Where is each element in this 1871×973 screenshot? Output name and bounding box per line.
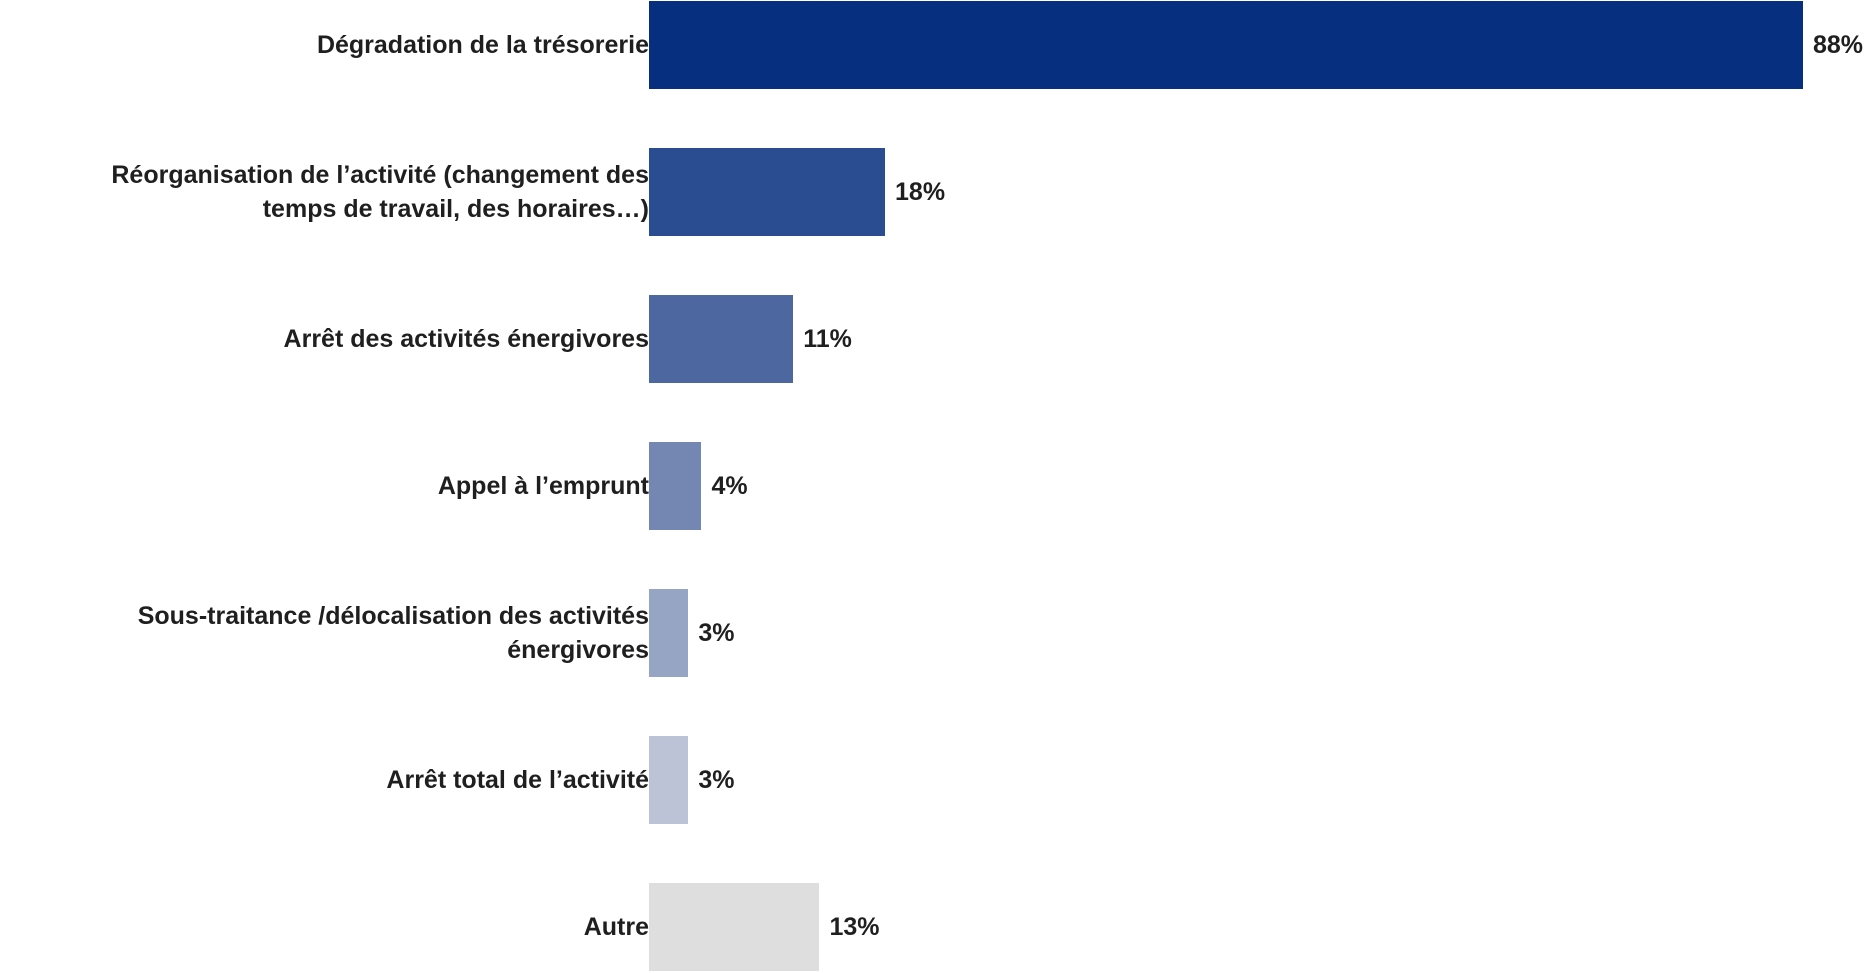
value-label: 13%: [829, 913, 880, 941]
category-label-line: Sous-traitance /délocalisation des activ…: [137, 602, 649, 630]
bar: [649, 736, 689, 824]
value-label: 88%: [1813, 31, 1864, 59]
bar: [649, 1, 1803, 89]
category-label-line: Arrêt total de l’activité: [386, 766, 649, 794]
category-label: Appel à l’emprunt: [9, 469, 649, 503]
category-label-line: Autre: [583, 913, 649, 941]
category-label: Réorganisation de l’activité (changement…: [9, 158, 649, 226]
category-label-line: temps de travail, des horaires…): [262, 195, 649, 223]
bar: [649, 148, 886, 236]
category-label: Sous-traitance /délocalisation des activ…: [9, 599, 649, 667]
value-label: 18%: [895, 178, 946, 206]
category-label: Dégradation de la trésorerie: [9, 28, 649, 62]
value-label: 4%: [711, 472, 748, 500]
category-label-line: Dégradation de la trésorerie: [316, 31, 649, 59]
bar: [649, 295, 794, 383]
category-label-line: énergivores: [507, 636, 649, 664]
value-label: 3%: [698, 619, 735, 647]
category-label-line: Appel à l’emprunt: [437, 472, 649, 500]
category-label: Autre: [9, 910, 649, 944]
category-label: Arrêt des activités énergivores: [9, 322, 649, 356]
value-label: 3%: [698, 766, 735, 794]
bar: [649, 589, 689, 677]
bar: [649, 883, 820, 971]
category-label-line: Arrêt des activités énergivores: [283, 325, 649, 353]
category-label: Arrêt total de l’activité: [9, 763, 649, 797]
bar: [649, 442, 702, 530]
value-label: 11%: [803, 325, 852, 353]
category-label-line: Réorganisation de l’activité (changement…: [111, 161, 649, 189]
